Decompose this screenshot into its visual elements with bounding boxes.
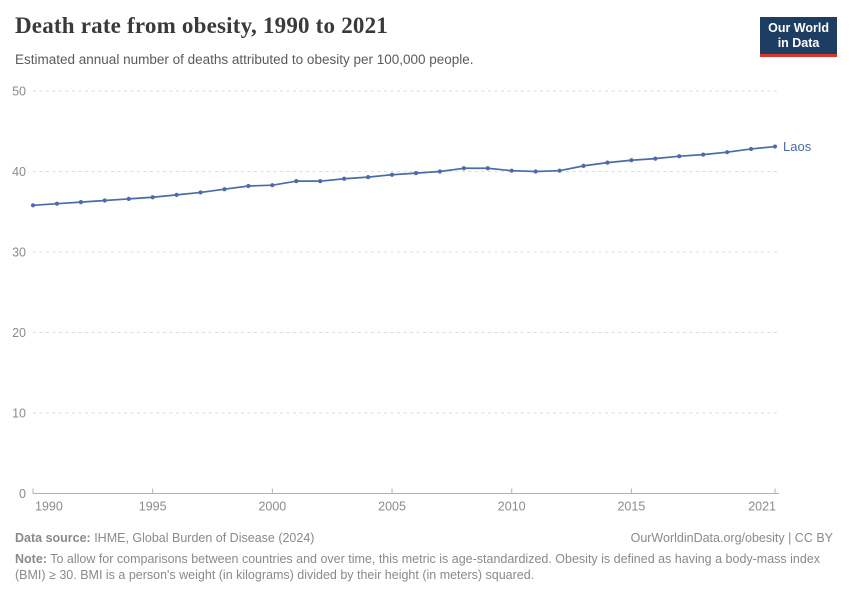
data-point[interactable] [174,192,179,197]
data-source-label: Data source: [15,531,91,545]
data-point[interactable] [701,152,706,157]
owid-logo[interactable]: Our World in Data [760,17,837,57]
y-axis-tick-label: 50 [12,85,26,99]
data-source-text: IHME, Global Burden of Disease (2024) [90,531,315,545]
note-text: To allow for comparisons between countri… [15,552,821,582]
data-point[interactable] [677,154,682,159]
data-point[interactable] [78,199,83,205]
data-point[interactable] [557,168,562,173]
data-point[interactable] [605,160,610,165]
data-point[interactable] [533,169,538,174]
y-axis-tick-label: 20 [12,326,26,340]
data-point[interactable] [389,172,395,177]
x-axis-tick-label: 2005 [378,500,406,514]
data-point[interactable] [485,166,490,171]
data-source: Data source: IHME, Global Burden of Dise… [15,531,314,545]
logo-line-1: Our World [768,21,829,35]
x-axis-tick-label: 2021 [748,500,776,514]
data-point[interactable] [54,201,60,206]
data-point[interactable] [629,158,634,163]
data-point[interactable] [126,196,131,201]
data-point[interactable] [725,150,730,155]
page-title: Death rate from obesity, 1990 to 2021 [15,13,388,38]
chart-note: Note: To allow for comparisons between c… [15,551,821,583]
data-point[interactable] [437,169,443,174]
y-axis-tick-label: 40 [12,165,26,179]
data-point[interactable] [509,168,514,173]
data-point[interactable] [581,163,586,168]
data-point[interactable] [294,179,299,184]
data-point[interactable] [748,146,754,152]
data-point[interactable] [222,187,227,192]
data-point[interactable] [198,190,203,195]
data-point[interactable] [102,198,107,203]
chart-footer: Data source: IHME, Global Burden of Dise… [15,531,833,545]
attribution-link[interactable]: OurWorldinData.org/obesity | CC BY [630,531,833,545]
y-axis-tick-label: 30 [12,246,26,260]
data-point[interactable] [461,166,466,171]
x-axis-tick-label: 2010 [498,500,526,514]
data-point[interactable] [772,144,778,149]
series-end-label[interactable]: Laos [783,139,812,154]
data-point[interactable] [150,195,155,200]
y-axis-tick-label: 0 [19,487,26,501]
x-axis-tick-label: 2015 [617,500,645,514]
line-chart: 0 10 20 30 40 50 1990 1995 2000 2005 2010 2015 2021 L… [0,72,850,524]
chart-subtitle: Estimated annual number of deaths attrib… [15,52,474,67]
logo-line-2: in Data [777,36,820,50]
data-point[interactable] [30,203,36,208]
y-axis-tick-label: 10 [12,407,26,421]
data-point[interactable] [246,183,251,189]
data-point[interactable] [342,176,347,181]
data-point[interactable] [413,171,419,176]
x-axis-tick-label: 1990 [35,500,63,514]
note-label: Note: [15,552,47,566]
data-point[interactable] [318,179,323,184]
series-line-laos[interactable] [32,145,776,207]
data-point[interactable] [653,156,658,161]
x-axis-tick-label: 2000 [258,500,286,514]
data-point[interactable] [365,175,371,180]
data-point[interactable] [270,183,275,188]
chart-canvas: 0 10 20 30 40 50 1990 1995 2000 2005 2010 2015 2021 L… [12,85,812,514]
x-axis-tick-label: 1995 [139,500,167,514]
